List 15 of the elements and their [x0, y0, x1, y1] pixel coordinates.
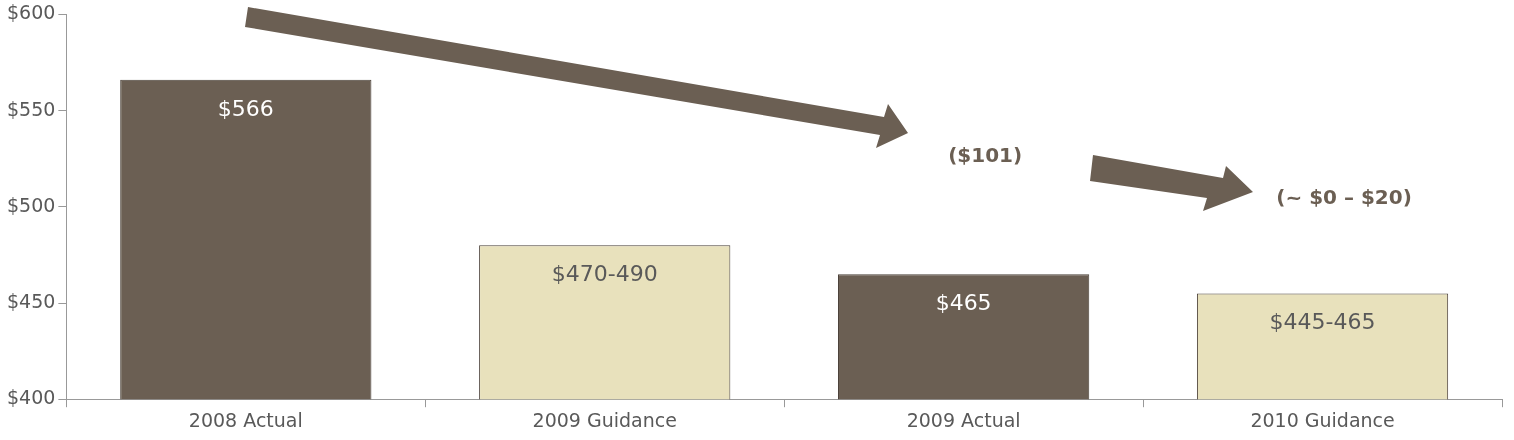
y-tick-label: $500	[6, 193, 56, 216]
y-tick-label: $400	[6, 386, 56, 409]
x-tick-label: 2009 Actual	[906, 408, 1021, 431]
data-label: $470-490	[551, 261, 658, 286]
annotation: ($101)	[948, 142, 1023, 167]
data-label: $465	[935, 289, 992, 315]
y-tick-label: $550	[6, 97, 56, 120]
x-tick-label: 2009 Guidance	[532, 408, 677, 431]
y-tick-label: $600	[6, 1, 56, 24]
y-tick-label: $450	[6, 289, 56, 312]
x-tick-label: 2010 Guidance	[1250, 408, 1395, 431]
x-tick-label: 2008 Actual	[188, 408, 303, 431]
annotation: (~ $0 – $20)	[1276, 185, 1412, 210]
data-label: $566	[217, 95, 274, 121]
data-label: $445-465	[1269, 309, 1376, 335]
